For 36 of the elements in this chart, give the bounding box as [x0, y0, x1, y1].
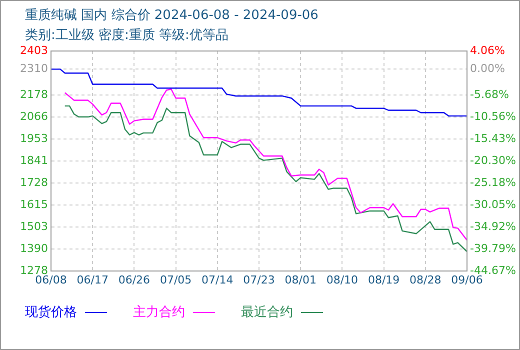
y2-tick-label: -34.92%: [470, 220, 516, 233]
y2-tick-label: -30.05%: [470, 198, 516, 211]
y-tick-label: 1728: [20, 176, 48, 189]
y2-tick-label: -20.30%: [470, 154, 516, 167]
x-tick-label: 07/23: [243, 273, 275, 286]
y2-tick-label: 4.06%: [470, 44, 505, 57]
y-tick-label: 2178: [20, 88, 48, 101]
x-tick-label: 07/14: [202, 273, 234, 286]
x-tick-label: 08/28: [410, 273, 442, 286]
y-tick-label: 2310: [20, 62, 48, 76]
legend-label: 最近合约: [241, 305, 293, 320]
x-tick-label: 06/17: [76, 273, 108, 286]
x-tick-label: 06/08: [35, 273, 67, 286]
x-tick-label: 08/19: [368, 273, 400, 286]
y-tick-label: 1953: [20, 132, 48, 145]
y2-tick-label: -15.43%: [470, 132, 516, 145]
y2-tick-label: -39.79%: [470, 242, 516, 255]
y-tick-label: 1841: [20, 154, 48, 167]
x-tick-label: 08/01: [284, 273, 316, 286]
y2-tick-label: -5.68%: [470, 88, 509, 101]
x-tick-label: 06/26: [118, 273, 150, 286]
y2-tick-label: 0.00%: [470, 62, 505, 76]
y-tick-label: 2066: [20, 110, 48, 123]
chart-title: 重质纯碱 国内 综合价 2024-06-08 - 2024-09-06: [25, 7, 318, 24]
legend-label: 现货价格: [25, 305, 77, 320]
y-tick-label: 2403: [20, 44, 48, 57]
y2-tick-label: -10.56%: [470, 110, 516, 123]
y-tick-label: 1615: [20, 198, 48, 211]
x-tick-label: 09/06: [451, 273, 483, 286]
y2-tick-label: -25.18%: [470, 176, 516, 189]
x-tick-label: 07/05: [160, 273, 192, 286]
y-tick-label: 1390: [20, 242, 48, 255]
chart-subtitle: 类别:工业级 密度:重质 等级:优等品: [25, 27, 228, 44]
x-tick-label: 08/10: [326, 273, 358, 286]
legend-label: 主力合约: [133, 305, 185, 320]
y-tick-label: 1503: [20, 220, 48, 233]
